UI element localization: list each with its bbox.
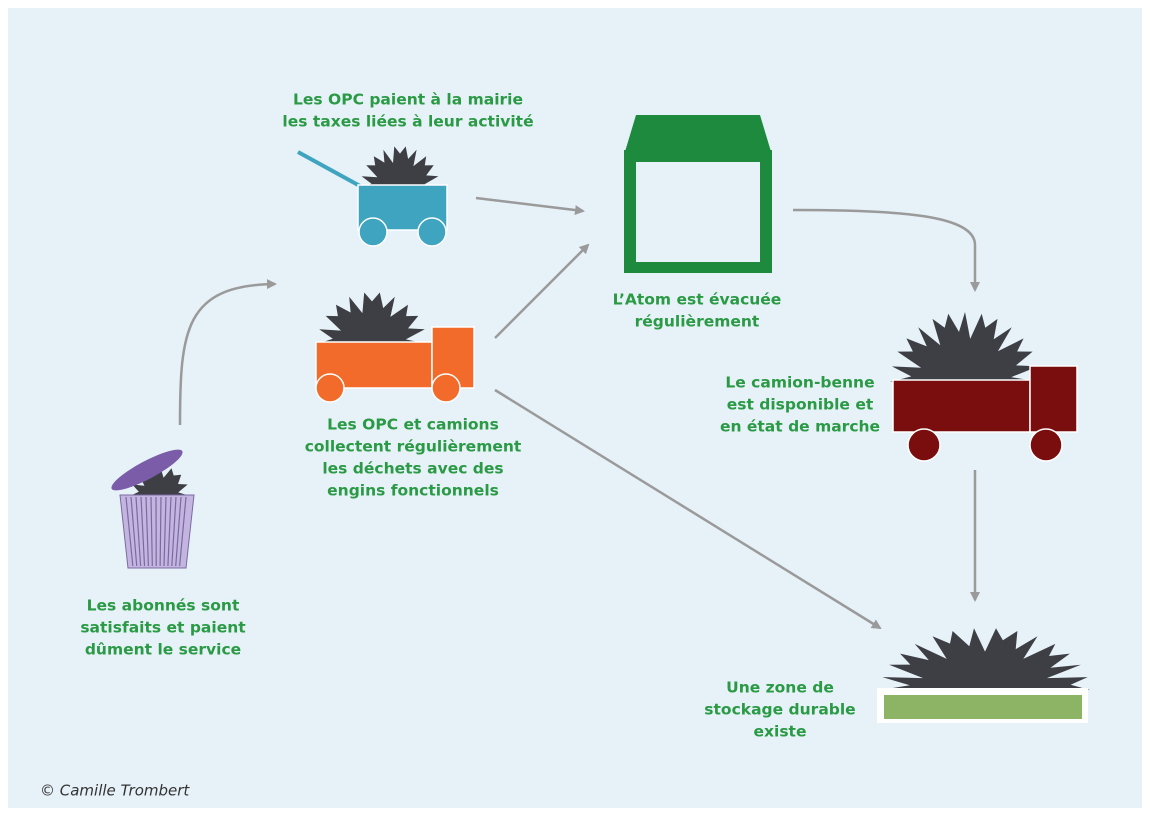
node-label: régulièrement: [635, 313, 760, 331]
node-label: les déchets avec des: [322, 460, 503, 478]
node-label: Les abonnés sont: [87, 597, 240, 615]
storage-icon: [877, 688, 1088, 723]
node-label: en état de marche: [720, 418, 880, 436]
node-label: satisfaits et paient: [80, 619, 246, 637]
node-label: collectent régulièrement: [305, 438, 522, 456]
node-label: Les OPC et camions: [327, 416, 499, 434]
node-label: engins fonctionnels: [327, 482, 499, 500]
node-label: existe: [754, 723, 807, 741]
building-icon: [624, 115, 772, 273]
diagram: Les OPC paient à la mairie les taxes liée…: [0, 0, 1150, 818]
node-label: Une zone de: [726, 679, 834, 697]
node-label: L’Atom est évacuée: [613, 291, 782, 309]
node-label: les taxes liées à leur activité: [282, 113, 533, 131]
node-label: Le camion-benne: [725, 374, 874, 392]
node-label: est disponible et: [727, 396, 874, 414]
credit: © Camille Trombert: [40, 782, 190, 800]
node-label: Les OPC paient à la mairie: [293, 91, 523, 109]
node-label: stockage durable: [704, 701, 855, 719]
node-label: dûment le service: [85, 641, 241, 659]
